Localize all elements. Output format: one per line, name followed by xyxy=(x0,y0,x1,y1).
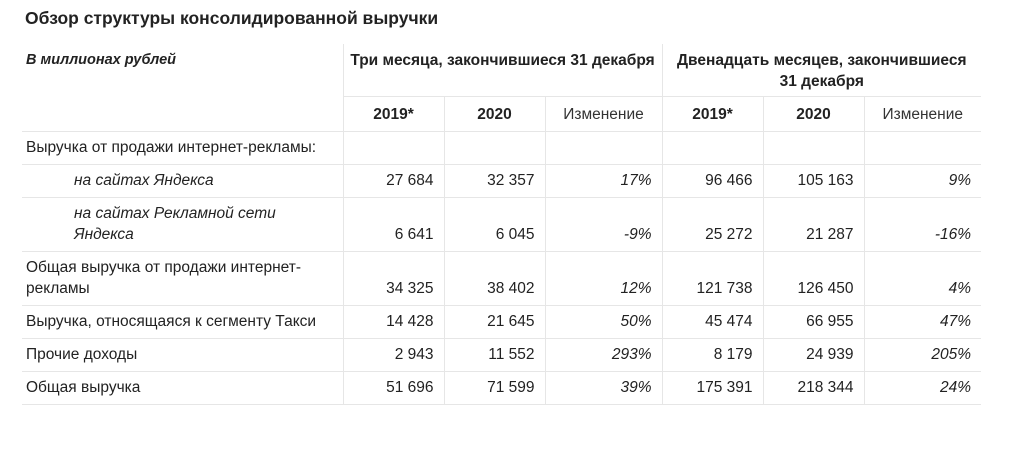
cell: 121 738 xyxy=(661,251,763,306)
cell: 8 179 xyxy=(661,338,763,372)
cell: 50% xyxy=(544,305,662,339)
cell: 45 474 xyxy=(661,305,763,339)
cell: -9% xyxy=(544,197,662,252)
cell: 126 450 xyxy=(762,251,864,306)
row-label: Прочие доходы xyxy=(22,338,343,372)
row-label: Общая выручка xyxy=(22,371,343,405)
cell: 96 466 xyxy=(661,164,763,198)
cell: 32 357 xyxy=(443,164,545,198)
cell: 105 163 xyxy=(762,164,864,198)
cell: 27 684 xyxy=(342,164,444,198)
cell: 21 287 xyxy=(762,197,864,252)
row-label: Выручка от продажи интернет-рекламы: xyxy=(22,131,343,165)
cell: 51 696 xyxy=(342,371,444,405)
table-row: Общая выручка 51 696 71 599 39% 175 391 … xyxy=(22,371,981,405)
group-twelve-months: Двенадцать месяцев, закончившиеся 31 дек… xyxy=(661,44,981,97)
cell: 293% xyxy=(544,338,662,372)
row-label: Общая выручка от продажи интернет-реклам… xyxy=(22,251,343,306)
cell: 39% xyxy=(544,371,662,405)
group-three-months: Три месяца, закончившиеся 31 декабря xyxy=(342,44,662,97)
cell: 6 641 xyxy=(342,197,444,252)
col-y-2019: 2019* xyxy=(661,96,763,132)
cell: 25 272 xyxy=(661,197,763,252)
table-row: Выручка от продажи интернет-рекламы: xyxy=(22,131,981,165)
table-row: на сайтах Яндекса 27 684 32 357 17% 96 4… xyxy=(22,164,981,198)
cell: 38 402 xyxy=(443,251,545,306)
header-group-row: В миллионах рублей Три месяца, закончивш… xyxy=(22,44,981,132)
cell: 2 943 xyxy=(342,338,444,372)
col-q-2020: 2020 xyxy=(443,96,545,132)
cell: 66 955 xyxy=(762,305,864,339)
cell: 14 428 xyxy=(342,305,444,339)
row-label: на сайтах Яндекса xyxy=(22,164,343,198)
col-y-2020: 2020 xyxy=(762,96,864,132)
cell xyxy=(762,131,864,165)
col-y-change: Изменение xyxy=(863,96,981,132)
cell: 71 599 xyxy=(443,371,545,405)
table-row: на сайтах Рекламной сети Яндекса 6 641 6… xyxy=(22,197,981,252)
page-title: Обзор структуры консолидированной выручк… xyxy=(25,8,439,28)
cell: 24 939 xyxy=(762,338,864,372)
cell: 6 045 xyxy=(443,197,545,252)
cell: 34 325 xyxy=(342,251,444,306)
cell: 175 391 xyxy=(661,371,763,405)
cell xyxy=(342,131,444,165)
row-label: Выручка, относящаяся к сегменту Такси xyxy=(22,305,343,339)
col-q-change: Изменение xyxy=(544,96,662,132)
table-row: Общая выручка от продажи интернет-реклам… xyxy=(22,251,981,306)
table-row: Выручка, относящаяся к сегменту Такси 14… xyxy=(22,305,981,339)
table-row: Прочие доходы 2 943 11 552 293% 8 179 24… xyxy=(22,338,981,372)
cell: 24% xyxy=(863,371,981,405)
unit-label: В миллионах рублей xyxy=(22,44,343,132)
header-column-row: 2019* 2020 Изменение 2019* 2020 Изменени… xyxy=(22,96,981,132)
cell: 218 344 xyxy=(762,371,864,405)
cell: 21 645 xyxy=(443,305,545,339)
cell: 205% xyxy=(863,338,981,372)
revenue-table: В миллионах рублей Три месяца, закончивш… xyxy=(22,44,981,405)
cell: 17% xyxy=(544,164,662,198)
cell: 47% xyxy=(863,305,981,339)
cell xyxy=(863,131,981,165)
cell: 9% xyxy=(863,164,981,198)
cell: 4% xyxy=(863,251,981,306)
cell xyxy=(661,131,763,165)
cell: 12% xyxy=(544,251,662,306)
cell: 11 552 xyxy=(443,338,545,372)
cell: -16% xyxy=(863,197,981,252)
row-label: на сайтах Рекламной сети Яндекса xyxy=(22,197,343,252)
cell xyxy=(544,131,662,165)
col-q-2019: 2019* xyxy=(342,96,444,132)
cell xyxy=(443,131,545,165)
